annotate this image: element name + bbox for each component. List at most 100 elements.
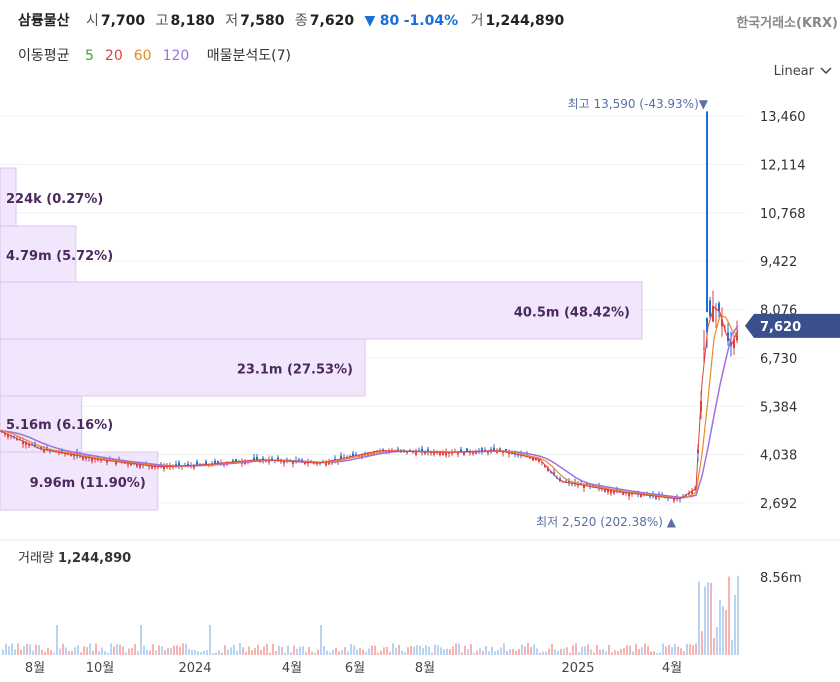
volume-bar (608, 644, 610, 655)
candle-body (10, 435, 12, 437)
volume-profile-label[interactable]: 매물분석도(7) (206, 48, 291, 64)
chevron-down-icon (820, 64, 832, 79)
candle-body (442, 452, 444, 455)
volume-bar (350, 643, 352, 655)
candle-body (4, 433, 6, 435)
candle-body (340, 455, 342, 459)
candle-body (235, 459, 237, 462)
y-tick-label: 9,422 (760, 255, 797, 270)
volume-bar (233, 644, 235, 655)
volume-bar (377, 652, 379, 655)
candle-body (646, 492, 648, 496)
candle-body (607, 489, 609, 493)
candle-body (97, 459, 99, 461)
volume-profile-bar (0, 451, 159, 511)
volume-bar (668, 644, 670, 655)
volume-bar (224, 645, 226, 655)
candle-body (718, 303, 720, 312)
candle-body (103, 457, 105, 461)
volume-bar (656, 652, 658, 655)
volume-bar (704, 586, 706, 655)
candle-body (652, 494, 654, 496)
candle-body (598, 485, 600, 489)
volume-bar (644, 643, 646, 655)
volume-bar (152, 644, 154, 655)
candle-body (481, 448, 483, 452)
volume-panel-label: 거래량 1,244,890 (18, 551, 131, 566)
candle-body (499, 448, 501, 451)
x-tick-label: 4월 (282, 661, 302, 676)
candle-body (259, 459, 261, 463)
change-down-icon: ▼ (364, 13, 376, 29)
candle-body (121, 462, 123, 464)
current-price-label: 7,620 (760, 320, 801, 335)
volume-bar (569, 652, 571, 655)
volume-bar (11, 643, 13, 655)
candle-body (316, 462, 318, 465)
volume-bar (260, 649, 262, 655)
volume-bar (467, 648, 469, 655)
candle-body (346, 457, 348, 459)
low-label: 저 (225, 13, 239, 29)
volume-bar (551, 644, 553, 655)
candle-body (322, 461, 324, 463)
candle-body (571, 483, 573, 485)
volume-bar (482, 650, 484, 655)
volume-bar (296, 648, 298, 655)
candle-body (640, 494, 642, 498)
volume-bar (278, 645, 280, 655)
volume-bar (362, 649, 364, 655)
volume-bar (635, 643, 637, 655)
volume-bar (737, 575, 739, 655)
volume-bar (26, 644, 28, 655)
volume-bar (587, 644, 589, 655)
y-tick-label: 6,730 (760, 352, 797, 367)
x-tick-label: 6월 (345, 661, 365, 676)
candle-body (553, 472, 555, 475)
volume-bar (146, 649, 148, 655)
candle-body (37, 447, 39, 449)
candle-body (559, 478, 561, 482)
scale-selector[interactable]: Linear (774, 64, 832, 79)
volume-bar (623, 647, 625, 655)
candle-body (583, 485, 585, 489)
volume-bar (332, 649, 334, 655)
volume-bar (491, 646, 493, 655)
volume-bar (173, 645, 175, 655)
volume-bar (368, 648, 370, 655)
candle-body (457, 451, 459, 455)
volume-bar (35, 644, 37, 655)
candle-body (700, 400, 702, 412)
volume-bar (305, 652, 307, 655)
volume-bar (191, 649, 193, 655)
volume-bar (692, 645, 694, 655)
candle-body (490, 449, 492, 451)
volume-bar (80, 652, 82, 655)
candle-body (472, 451, 474, 454)
candle-body (40, 447, 42, 449)
volume-bar (527, 643, 529, 655)
candle-body (319, 462, 321, 464)
candle-body (562, 481, 564, 483)
volume-bar (650, 651, 652, 655)
volume-bar (2, 649, 4, 655)
candle-body (445, 452, 447, 456)
candle-body (343, 457, 345, 459)
candle-body (118, 459, 120, 462)
volume-bar (554, 649, 556, 655)
candle-body (586, 482, 588, 487)
candle-body (547, 468, 549, 471)
candle-body (688, 493, 690, 495)
candle-body (556, 477, 558, 479)
candle-body (394, 451, 396, 453)
volume-bar (38, 644, 40, 655)
high-label: 고 (155, 13, 169, 29)
candle-body (238, 461, 240, 464)
candle-body (508, 452, 510, 454)
candle-body (130, 463, 132, 466)
candle-body (664, 495, 666, 498)
x-tick-label: 2025 (561, 661, 594, 676)
volume-bar (272, 643, 274, 655)
candle-body (79, 454, 81, 456)
